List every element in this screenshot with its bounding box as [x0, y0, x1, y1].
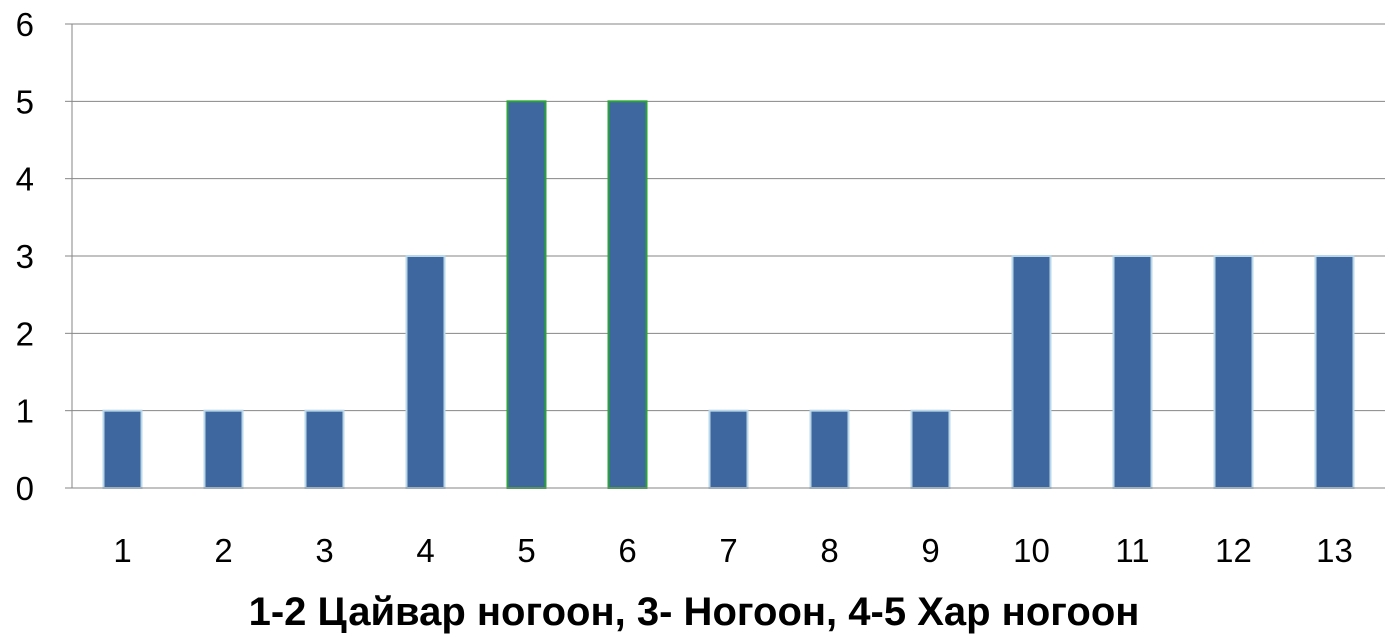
y-tick-label: 0 [16, 470, 34, 507]
x-tick-label: 1 [113, 532, 131, 569]
bar-12 [1213, 255, 1254, 489]
y-tick-label: 2 [16, 315, 34, 352]
x-tick-label: 9 [921, 532, 939, 569]
bar-10 [1011, 255, 1052, 489]
y-tick-labels: 0 1 2 3 4 5 6 [16, 6, 34, 507]
x-tick-label: 12 [1215, 532, 1252, 569]
x-tick-label: 8 [820, 532, 838, 569]
gridlines [72, 23, 1385, 412]
y-tick-label: 1 [16, 393, 34, 430]
x-tick-label: 3 [315, 532, 333, 569]
x-tick-label: 7 [719, 532, 737, 569]
axes [65, 23, 1385, 489]
bar-7 [708, 409, 749, 489]
x-tick-label: 11 [1115, 532, 1149, 569]
y-tick-label: 4 [16, 161, 34, 198]
bar-2 [203, 409, 244, 489]
x-tick-label: 4 [416, 532, 434, 569]
x-tick-label: 2 [214, 532, 232, 569]
x-tick-label: 13 [1316, 532, 1353, 569]
bar-6 [607, 100, 648, 489]
bar-4 [405, 255, 446, 489]
bars [102, 100, 1355, 489]
y-tick-label: 3 [16, 238, 34, 275]
x-tick-labels: 1 2 3 4 5 6 7 8 9 10 11 12 13 [113, 532, 1353, 569]
y-tick-label: 6 [16, 6, 34, 43]
bar-13 [1314, 255, 1355, 489]
bar-3 [304, 409, 345, 489]
bar-8 [809, 409, 850, 489]
x-axis-title: 1-2 Цайвар ногоон, 3- Ногоон, 4-5 Хар но… [249, 590, 1140, 634]
bar-9 [910, 409, 951, 489]
bar-1 [102, 409, 143, 489]
bar-11 [1112, 255, 1153, 489]
bar-5 [506, 100, 547, 489]
y-tick-label: 5 [16, 83, 34, 120]
x-tick-label: 5 [517, 532, 535, 569]
x-tick-label: 10 [1013, 532, 1050, 569]
x-tick-label: 6 [618, 532, 636, 569]
